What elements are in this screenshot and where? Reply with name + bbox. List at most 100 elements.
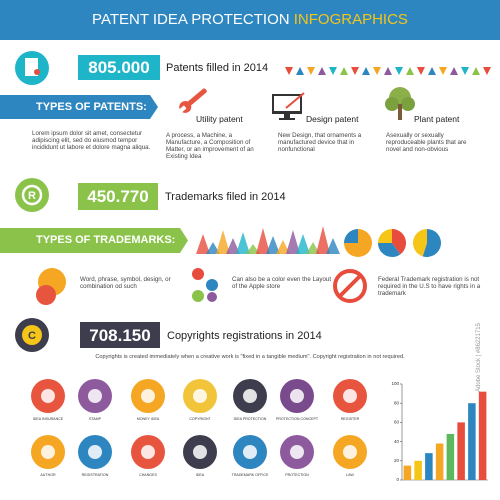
trademark-heading: TYPES OF TRADEMARKS: — [36, 234, 176, 246]
bar — [403, 465, 412, 480]
mountain — [326, 238, 340, 254]
trademark-heading-bar — [0, 228, 180, 253]
bar — [414, 460, 422, 480]
bar — [457, 422, 465, 480]
pennant — [318, 67, 326, 75]
y-tick-label: 80 — [394, 400, 400, 405]
icon-glyph — [193, 445, 207, 459]
icon-glyph — [141, 389, 155, 403]
mountain — [216, 230, 230, 254]
icon-grid — [31, 379, 367, 469]
wrench-icon — [179, 88, 207, 113]
patent-type-name: Utility patent — [196, 114, 243, 124]
icon-label: IDEA INSURANCE — [32, 417, 64, 421]
pennant — [296, 67, 304, 75]
header-band — [0, 0, 500, 40]
bar — [425, 453, 433, 480]
pennant — [417, 67, 425, 75]
pie-slice — [412, 229, 427, 257]
mountain — [266, 236, 280, 254]
title-highlight: INFOGRAPHICS — [293, 11, 408, 28]
registered-glyph: R — [28, 190, 36, 202]
mountain — [256, 228, 270, 254]
heading-arrow — [150, 95, 158, 119]
copyright-count-box — [80, 322, 160, 348]
trademark-count-box — [78, 183, 158, 210]
copyright-disc — [22, 325, 42, 345]
icon-glyph — [141, 445, 155, 459]
pennant — [285, 67, 293, 75]
heading-arrow — [180, 228, 188, 253]
icon-label: PROTECTION CONCEPT — [275, 417, 319, 421]
pennant — [384, 67, 392, 75]
title-main: PATENT IDEA PROTECTION — [92, 11, 290, 28]
icon-label: IDEA — [195, 473, 205, 477]
pennant — [483, 67, 491, 75]
patent-heading: TYPES OF PATENTS: — [36, 101, 147, 113]
pie-slice — [378, 229, 392, 243]
watermark: Adobe Stock | #86221715 — [476, 323, 482, 392]
pennant — [362, 67, 370, 75]
mountain — [296, 234, 310, 254]
pennants — [285, 67, 491, 75]
y-tick-label: 40 — [394, 439, 400, 444]
bar-chart: 0 20 40 60 80 100 — [391, 381, 488, 482]
icon-glyph — [343, 389, 357, 403]
y-tick-label: 60 — [394, 420, 400, 425]
mountain — [316, 226, 330, 254]
pennant — [351, 67, 359, 75]
mountain — [226, 238, 240, 254]
mountains — [196, 226, 340, 254]
copyright-caption: Copyrights registrations in 2014 — [167, 330, 322, 342]
pennant — [373, 67, 381, 75]
pie-slice — [378, 243, 401, 258]
icon-glyph — [290, 445, 304, 459]
icon-label: IDEA PROTECTION — [233, 417, 267, 421]
patent-type-name: Design patent — [306, 114, 359, 124]
trademark-caption: Trademarks filed in 2014 — [165, 191, 286, 203]
title: PATENT IDEA PROTECTION INFOGRAPHICS — [0, 11, 500, 28]
trademark-feature: Can also be a color even the Layout of t… — [232, 276, 332, 291]
bar — [435, 443, 444, 480]
bar — [446, 433, 455, 480]
pennant — [450, 67, 458, 75]
icon-glyph — [243, 445, 257, 459]
icon-glyph — [88, 389, 102, 403]
icon-label: CHANGES — [139, 473, 157, 477]
y-tick-label: 20 — [394, 458, 400, 463]
patent-count: 805.000 — [88, 58, 150, 77]
patent-type-name: Plant patent — [414, 114, 460, 124]
pie-slice — [344, 229, 358, 243]
pennant — [329, 67, 337, 75]
patent-caption: Patents filled in 2014 — [166, 62, 269, 74]
patent-type-desc: Asexually or sexually reproduceable plan… — [386, 132, 467, 154]
icon-label: STAMP — [88, 417, 102, 421]
trademark-count: 450.770 — [87, 187, 149, 206]
mountain — [196, 234, 210, 254]
monitor-icon — [272, 92, 305, 120]
patent-type-desc: New Design, that ornaments a manufacture… — [278, 132, 362, 154]
copyright-count: 708.150 — [89, 326, 151, 345]
pie-slice — [422, 229, 441, 257]
mountain — [236, 232, 250, 254]
tree-icon — [385, 87, 415, 120]
copyright-note: Copyrights is created immediately when a… — [95, 354, 405, 360]
no-sign — [333, 269, 367, 303]
y-tick-label: 0 — [396, 477, 399, 482]
icon-glyph — [41, 445, 55, 459]
icon-label: REGISTER — [340, 417, 360, 421]
pennant — [472, 67, 480, 75]
pies — [344, 229, 441, 258]
trademark-feature: Federal Trademark registration is not re… — [378, 276, 481, 298]
patent-count-box — [78, 55, 160, 80]
icon-label: TRADEMARK OFFICE — [231, 473, 269, 477]
mountain — [206, 242, 220, 254]
mountain — [276, 240, 290, 254]
bar — [478, 391, 487, 480]
mountain — [306, 242, 320, 254]
registered-ring — [21, 184, 43, 206]
copyright-glyph: C — [28, 330, 36, 342]
pennant — [406, 67, 414, 75]
